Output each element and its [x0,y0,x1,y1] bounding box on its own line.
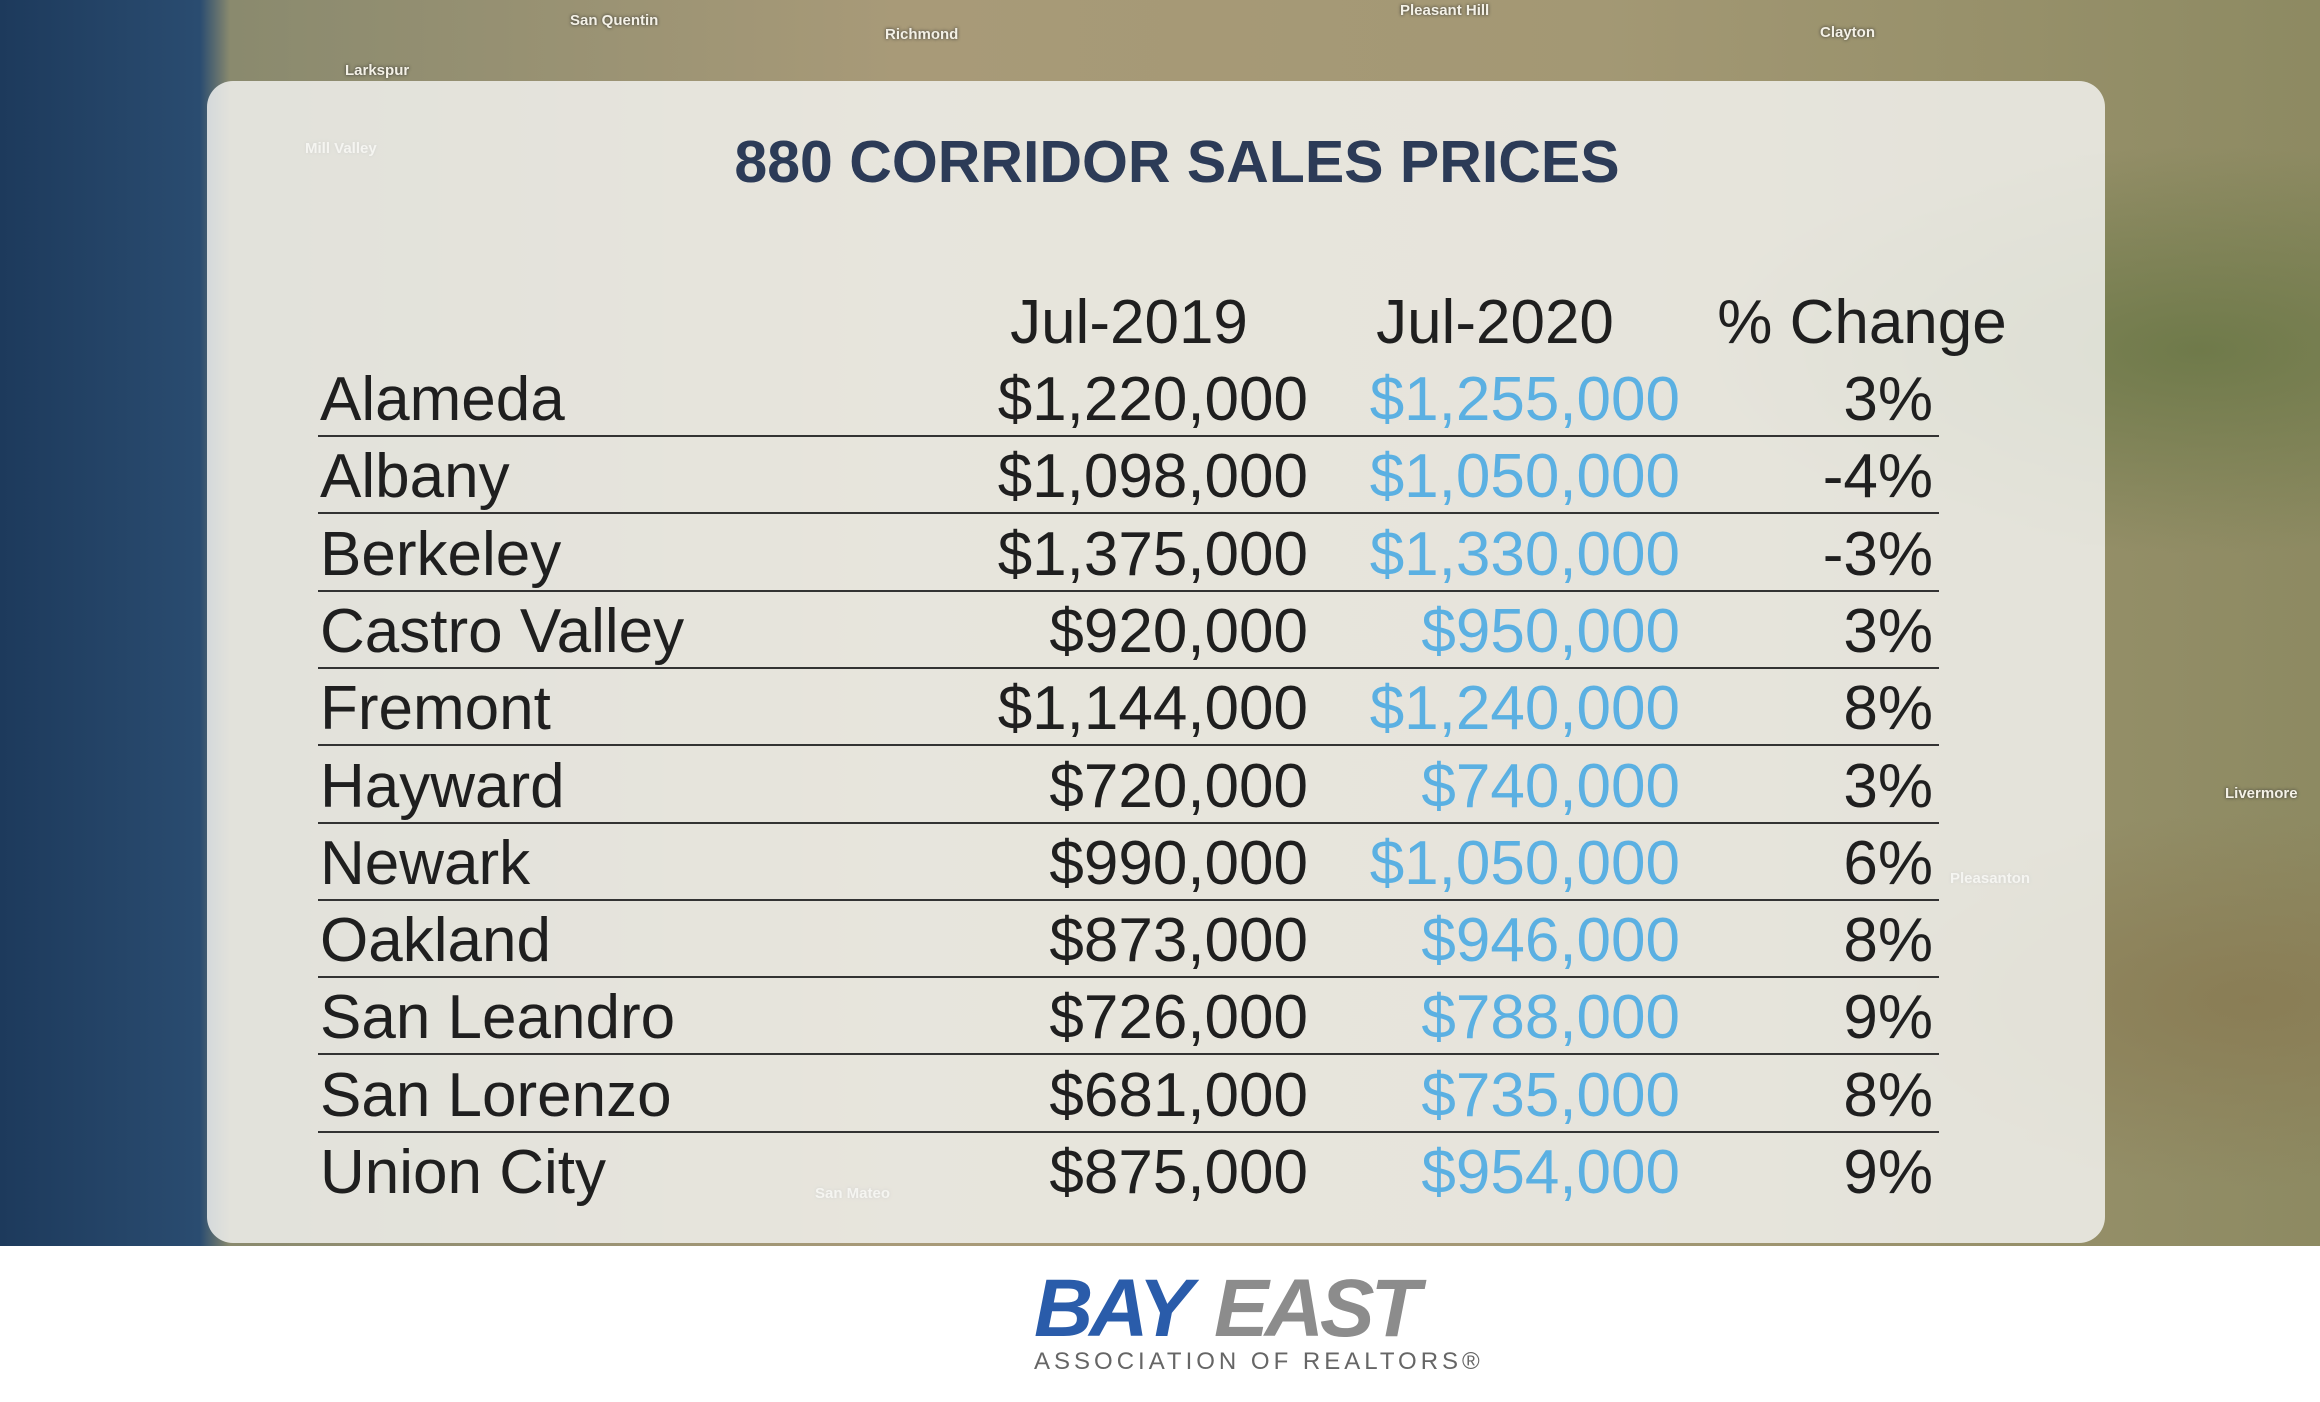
column-header: % Change [1717,288,2007,357]
row-label: San Lorenzo [320,1060,672,1130]
cell-value: $990,000 [1049,828,1308,898]
row-rule [318,1130,1939,1133]
row-label: San Leandro [320,983,676,1053]
cell-value: $1,220,000 [997,365,1308,434]
cell-value: $954,000 [1421,1138,1680,1207]
row-label: Alameda [320,365,565,434]
cell-value: 3% [1843,596,1933,666]
map-label: San Quentin [570,12,659,29]
map-label: Richmond [885,26,959,43]
cell-value: $920,000 [1049,596,1308,666]
cell-value: $950,000 [1421,596,1680,666]
cell-value: 8% [1843,906,1933,976]
cell-value: $735,000 [1421,1060,1680,1130]
row-rule [318,898,1939,901]
row-label: Albany [320,442,510,512]
map-label: Clayton [1820,24,1876,41]
cell-value: $875,000 [1049,1138,1308,1207]
cell-value: 8% [1843,674,1933,744]
cell-value: $1,050,000 [1369,442,1680,512]
cell-value: $720,000 [1049,751,1308,821]
cell-value: $1,050,000 [1369,828,1680,898]
cell-value: -4% [1822,442,1933,512]
row-rule [318,1053,1939,1056]
row-rule [318,976,1939,979]
row-label: Castro Valley [320,596,685,666]
cell-value: $1,375,000 [997,519,1308,589]
logo-tagline: ASSOCIATION OF REALTORS® [1034,1348,1484,1375]
row-label: Hayward [320,751,565,821]
cell-value: $1,098,000 [997,442,1308,512]
map-label: Larkspur [345,62,410,79]
row-rule [318,435,1939,437]
row-rule [318,512,1939,515]
cell-value: $1,144,000 [997,674,1308,744]
row-rule [318,666,1939,669]
cell-value: $873,000 [1049,906,1308,976]
cell-value: $1,240,000 [1369,674,1680,744]
cell-value: $740,000 [1421,751,1680,821]
row-rule [318,589,1939,592]
column-header: Jul-2019 [1010,288,1248,357]
logo-east: EAST [1214,1263,1421,1354]
cell-value: 8% [1843,1060,1933,1130]
row-rule [318,744,1939,747]
column-header: Jul-2020 [1376,288,1614,357]
cell-value: 9% [1843,983,1933,1053]
row-label: Union City [320,1138,606,1207]
table-panel [207,81,2105,1243]
cell-value: 6% [1843,828,1933,898]
row-rule [318,821,1939,824]
cell-value: 3% [1843,751,1933,821]
row-label: Oakland [320,906,551,976]
map-label: Livermore [2225,785,2298,802]
cell-value: $1,330,000 [1369,519,1680,589]
map-label: Pleasant Hill [1400,2,1490,19]
cell-value: 9% [1843,1138,1933,1207]
cell-value: $681,000 [1049,1060,1308,1130]
row-label: Fremont [320,674,551,744]
cell-value: -3% [1822,519,1933,589]
row-label: Newark [320,828,531,898]
title: 880 CORRIDOR SALES PRICES [734,129,1620,195]
cell-value: $788,000 [1421,983,1680,1053]
row-label: Berkeley [320,519,562,589]
cell-value: $946,000 [1421,906,1680,976]
cell-value: $726,000 [1049,983,1308,1053]
logo-bay: BAY [1034,1263,1193,1354]
cell-value: $1,255,000 [1369,365,1680,434]
cell-value: 3% [1843,365,1933,434]
